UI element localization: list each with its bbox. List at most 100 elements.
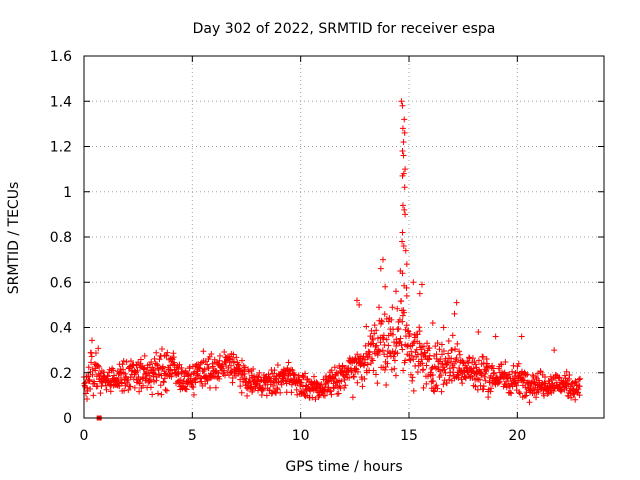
- data-point: [290, 372, 297, 379]
- data-point: [504, 374, 511, 381]
- data-point: [254, 373, 261, 380]
- data-point: [430, 378, 437, 385]
- data-point: [114, 376, 121, 383]
- data-point: [378, 318, 385, 325]
- data-point: [84, 384, 91, 391]
- data-point: [572, 379, 579, 386]
- data-point: [207, 384, 214, 391]
- data-point: [399, 238, 406, 245]
- data-point: [354, 368, 361, 375]
- data-point: [397, 335, 404, 342]
- data-point: [121, 387, 128, 394]
- data-point: [349, 394, 356, 401]
- data-point: [383, 382, 390, 389]
- data-point: [388, 316, 395, 323]
- data-point: [356, 301, 363, 308]
- data-point: [374, 352, 381, 359]
- data-point: [434, 385, 441, 392]
- data-point: [158, 391, 165, 398]
- data-point: [398, 98, 405, 105]
- data-point: [398, 298, 405, 305]
- data-point: [201, 366, 208, 373]
- data-point: [82, 379, 89, 386]
- data-point: [374, 380, 381, 387]
- data-point: [170, 354, 177, 361]
- data-point: [449, 332, 456, 339]
- data-point: [401, 309, 408, 316]
- data-point: [125, 376, 132, 383]
- data-point: [246, 375, 253, 382]
- data-point: [331, 364, 338, 371]
- data-point: [96, 363, 103, 370]
- data-point: [500, 375, 507, 382]
- x-tick-label: 0: [80, 428, 89, 444]
- data-point: [490, 365, 497, 372]
- data-point: [408, 348, 415, 355]
- data-point: [359, 383, 366, 390]
- data-point: [383, 336, 390, 343]
- data-point: [432, 343, 439, 350]
- data-point: [424, 340, 431, 347]
- data-point: [400, 367, 407, 374]
- data-point: [258, 391, 265, 398]
- data-point: [446, 376, 453, 383]
- data-point: [352, 365, 359, 372]
- y-tick-label: 1.2: [50, 140, 72, 156]
- data-point: [575, 386, 582, 393]
- data-point: [495, 379, 502, 386]
- data-point: [88, 359, 95, 366]
- data-point: [416, 290, 423, 297]
- data-point: [328, 367, 335, 374]
- data-point: [544, 390, 551, 397]
- data-point: [576, 392, 583, 399]
- data-point: [375, 348, 382, 355]
- data-point: [437, 356, 444, 363]
- data-point: [120, 357, 127, 364]
- data-point: [556, 374, 563, 381]
- data-point: [97, 390, 104, 397]
- data-point: [159, 363, 166, 370]
- data-point: [560, 378, 567, 385]
- data-point: [400, 170, 407, 177]
- data-point: [382, 363, 389, 370]
- data-point: [472, 383, 479, 390]
- data-point: [162, 386, 169, 393]
- data-point: [475, 357, 482, 364]
- data-point: [239, 357, 246, 364]
- data-point: [286, 367, 293, 374]
- data-point: [228, 369, 235, 376]
- data-point: [147, 376, 154, 383]
- data-point: [399, 318, 406, 325]
- data-point: [475, 329, 482, 336]
- data-point: [122, 370, 129, 377]
- data-point: [469, 355, 476, 362]
- data-point: [472, 361, 479, 368]
- data-point: [88, 353, 95, 360]
- data-point: [235, 361, 242, 368]
- data-point: [200, 348, 207, 355]
- data-point: [341, 384, 348, 391]
- data-point: [94, 362, 101, 369]
- data-point: [426, 355, 433, 362]
- data-point: [198, 378, 205, 385]
- data-point: [107, 388, 114, 395]
- data-point: [324, 388, 331, 395]
- data-point: [410, 387, 417, 394]
- data-point: [277, 389, 284, 396]
- data-point: [147, 384, 154, 391]
- data-point: [515, 360, 522, 367]
- data-point: [338, 378, 345, 385]
- data-point: [516, 389, 523, 396]
- data-point: [116, 383, 123, 390]
- data-point: [416, 340, 423, 347]
- data-point: [380, 256, 386, 263]
- y-tick-label: 0.6: [50, 275, 72, 291]
- data-point: [418, 351, 425, 358]
- data-point: [399, 102, 406, 109]
- data-point: [197, 360, 204, 367]
- data-point: [406, 330, 413, 337]
- data-point: [396, 338, 403, 345]
- data-point: [411, 334, 418, 341]
- data-point: [419, 281, 425, 288]
- data-point: [492, 333, 499, 340]
